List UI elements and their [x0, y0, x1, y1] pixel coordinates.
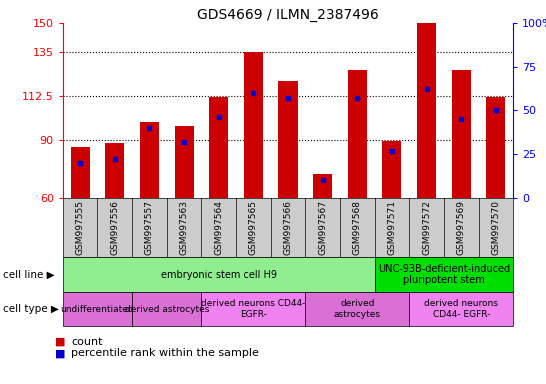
Text: GSM997568: GSM997568 — [353, 200, 362, 255]
Text: ■: ■ — [55, 348, 65, 358]
Text: percentile rank within the sample: percentile rank within the sample — [71, 348, 259, 358]
Bar — [140, 122, 159, 198]
Text: undifferentiated: undifferentiated — [61, 305, 134, 314]
Bar — [105, 143, 124, 198]
Text: GSM997556: GSM997556 — [110, 200, 119, 255]
Bar — [70, 147, 90, 198]
Text: derived neurons
CD44- EGFR-: derived neurons CD44- EGFR- — [424, 300, 498, 319]
Text: count: count — [71, 337, 103, 347]
Text: GSM997571: GSM997571 — [388, 200, 396, 255]
Bar — [278, 81, 298, 198]
Text: GSM997572: GSM997572 — [422, 200, 431, 255]
Title: GDS4669 / ILMN_2387496: GDS4669 / ILMN_2387496 — [197, 8, 379, 22]
Text: GSM997569: GSM997569 — [457, 200, 466, 255]
Text: GSM997563: GSM997563 — [180, 200, 188, 255]
Text: GSM997555: GSM997555 — [75, 200, 85, 255]
Text: GSM997567: GSM997567 — [318, 200, 327, 255]
Text: GSM997564: GSM997564 — [214, 200, 223, 255]
Text: GSM997557: GSM997557 — [145, 200, 154, 255]
Bar — [348, 70, 367, 198]
Text: GSM997565: GSM997565 — [249, 200, 258, 255]
Text: derived neurons CD44-
EGFR-: derived neurons CD44- EGFR- — [201, 300, 306, 319]
Text: GSM997570: GSM997570 — [491, 200, 501, 255]
Text: embryonic stem cell H9: embryonic stem cell H9 — [161, 270, 277, 280]
Bar — [452, 70, 471, 198]
Text: ■: ■ — [55, 337, 65, 347]
Text: derived
astrocytes: derived astrocytes — [334, 300, 381, 319]
Bar — [175, 126, 194, 198]
Text: cell line ▶: cell line ▶ — [3, 270, 55, 280]
Bar — [313, 174, 332, 198]
Bar — [244, 52, 263, 198]
Text: cell type ▶: cell type ▶ — [3, 304, 58, 314]
Bar — [486, 97, 506, 198]
Bar — [417, 23, 436, 198]
Bar — [209, 97, 228, 198]
Text: GSM997566: GSM997566 — [283, 200, 293, 255]
Text: derived astrocytes: derived astrocytes — [124, 305, 209, 314]
Text: UNC-93B-deficient-induced
pluripotent stem: UNC-93B-deficient-induced pluripotent st… — [378, 264, 510, 285]
Bar — [382, 141, 401, 198]
